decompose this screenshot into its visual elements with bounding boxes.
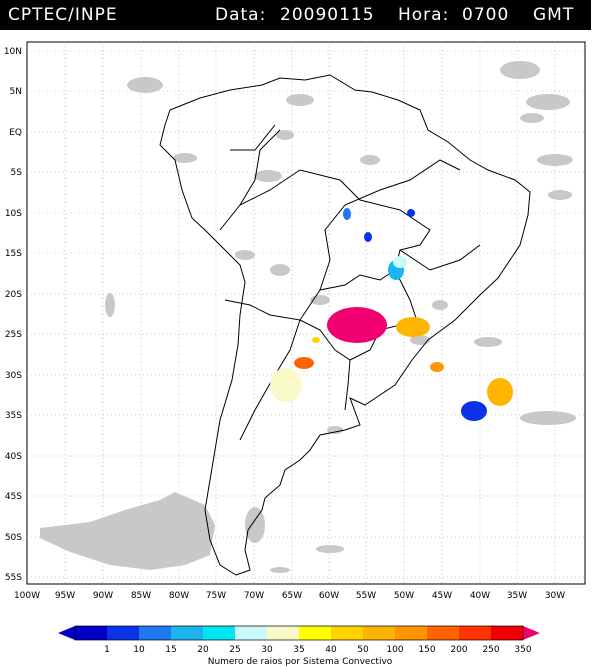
lat-15s: 15S [5,249,22,259]
legend-tick-30: 30 [261,645,273,655]
lon-50w: 50W [394,591,414,601]
cell-200 [294,357,314,369]
legend-bin-10 [395,626,427,640]
legend-bin-7 [299,626,331,640]
lat-10s: 10S [5,209,22,219]
latitude-labels: 10N 5N EQ 5S 10S 15S 20S 25S 30S 35S 40S… [4,47,22,583]
lat-40s: 40S [5,452,22,462]
lat-eq: EQ [9,128,22,138]
legend-bin-13 [491,626,523,640]
legend-tick-25: 25 [229,645,240,655]
cell-100b [487,378,513,406]
lat-45s: 45S [5,492,22,502]
legend-tick-15: 15 [165,645,176,655]
legend-bin-9 [363,626,395,640]
source-label: CPTEC/INPE [8,5,118,25]
cell-10 [461,401,487,421]
legend-bin-1 [107,626,139,640]
lon-95w: 95W [55,591,75,601]
legend-tick-20: 20 [197,645,209,655]
cell-25 [393,256,407,268]
lon-80w: 80W [169,591,189,601]
cell-10b [364,232,372,242]
lat-30s: 30S [5,371,22,381]
legend-tick-1: 1 [104,645,110,655]
lon-35w: 35W [507,591,527,601]
legend-bin-4 [203,626,235,640]
cell-30 [270,368,302,402]
legend-tick-350: 350 [514,645,531,655]
lat-50s: 50S [5,533,22,543]
timezone: GMT [533,5,575,25]
legend-tick-100: 100 [386,645,403,655]
hour-label: Hora: [398,5,450,25]
longitude-labels: 100W 95W 90W 85W 80W 75W 70W 65W 60W 55W… [14,591,565,601]
lon-60w: 60W [319,591,339,601]
legend-bin-3 [171,626,203,640]
cell-350 [327,307,387,343]
legend-bin-0 [75,626,107,640]
cell-15a [343,208,351,220]
date-label: Data: [215,5,267,25]
legend-tick-200: 200 [450,645,467,655]
legend-tick-35: 35 [293,645,304,655]
convective-systems [270,208,513,421]
lat-25s: 25S [5,330,22,340]
lat-5n: 5N [10,87,22,97]
lon-85w: 85W [131,591,151,601]
map-panel: 10N 5N EQ 5S 10S 15S 20S 25S 30S 35S 40S… [4,41,586,601]
lon-40w: 40W [470,591,490,601]
legend-bin-2 [139,626,171,640]
lon-55w: 55W [356,591,376,601]
lon-45w: 45W [432,591,452,601]
legend-bin-12 [459,626,491,640]
lon-30w: 30W [545,591,565,601]
map-frame [26,41,586,585]
legend-tick-50: 50 [357,645,369,655]
hour-value: 0700 [462,5,510,25]
lon-75w: 75W [206,591,226,601]
lat-20s: 20S [5,290,22,300]
legend-bin-6 [267,626,299,640]
legend-tick-labels: 1 10 15 20 25 30 35 40 50 100 150 200 25… [104,645,532,655]
color-legend: 1 10 15 20 25 30 35 40 50 100 150 200 25… [58,625,540,667]
legend-tick-10: 10 [133,645,145,655]
lat-5s: 5S [11,168,23,178]
lon-70w: 70W [244,591,264,601]
legend-tick-150: 150 [418,645,435,655]
legend-tick-250: 250 [482,645,499,655]
legend-bin-8 [331,626,363,640]
legend-tick-40: 40 [325,645,337,655]
legend-arrow-right [523,626,540,640]
lon-65w: 65W [282,591,302,601]
legend-bin-11 [427,626,459,640]
lon-100w: 100W [14,591,40,601]
cell-150 [430,362,444,372]
lat-55s: 55S [5,573,22,583]
legend-arrow-left [58,626,75,640]
date-value: 20090115 [280,5,375,25]
header-bar: CPTEC/INPE Data: 20090115 Hora: 0700 GMT [0,0,591,30]
cell-50 [312,337,320,343]
cloud-cover [40,61,576,573]
lon-90w: 90W [93,591,113,601]
legend-bin-5 [235,626,267,640]
legend-title: Numero de raios por Sistema Convectivo [208,657,393,667]
cell-100 [396,317,430,337]
lat-10n: 10N [4,47,22,57]
cell-10c [407,209,415,217]
lat-35s: 35S [5,411,22,421]
